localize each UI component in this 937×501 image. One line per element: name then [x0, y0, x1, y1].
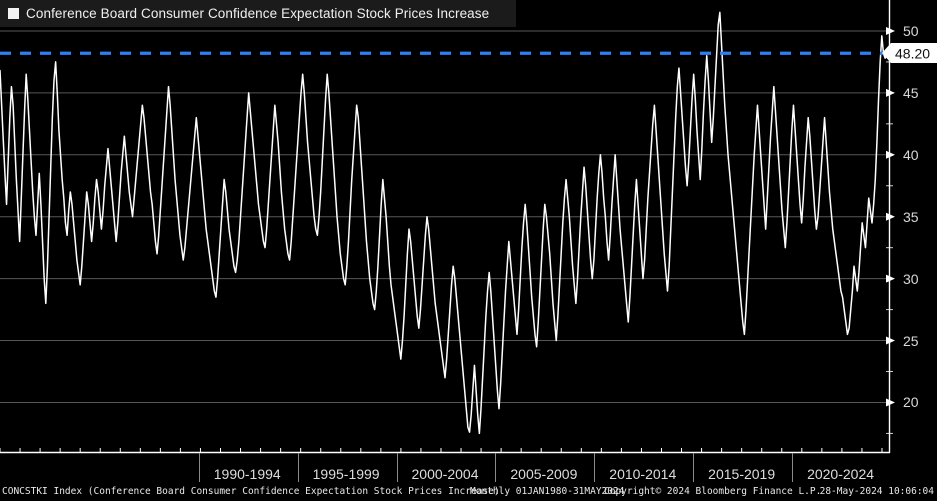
footer-ticker-description: CONCSTKI Index (Conference Board Consume… [2, 486, 500, 497]
last-value-text: 48.20 [895, 45, 931, 62]
plot-area[interactable]: 50 45 40 35 30 25 20 [0, 0, 937, 465]
x-axis-divider [791, 453, 793, 482]
chart-legend[interactable]: Conference Board Consumer Confidence Exp… [0, 0, 516, 27]
last-value-callout[interactable]: 48.20 [882, 43, 937, 64]
y-axis-tick-label-25: 25 [903, 332, 919, 349]
y-axis-tick-label-20: 20 [903, 394, 919, 411]
footer-frequency-range: Monthly 01JAN1980-31MAY2024 [470, 486, 625, 497]
y-axis-tick-label-35: 35 [903, 208, 919, 225]
x-axis-tick-label-1990-1994: 1990-1994 [213, 466, 281, 482]
status-footer: CONCSTKI Index (Conference Board Consume… [0, 484, 937, 501]
y-axis-tick-arrow [886, 150, 895, 159]
x-axis-tick-label-2010-2014: 2010-2014 [609, 466, 677, 482]
x-axis-tick-label-1995-1999: 1995-1999 [312, 466, 380, 482]
y-axis-tick-label-45: 45 [903, 84, 919, 101]
y-axis-tick-arrow [886, 88, 895, 97]
x-axis-tick-label-2005-2009: 2005-2009 [510, 466, 578, 482]
chart-canvas [0, 0, 895, 454]
y-axis-tick-arrow [886, 398, 895, 407]
footer-timestamp: 28-May-2024 10:06:04 [819, 486, 934, 497]
legend-series-label: Conference Board Consumer Confidence Exp… [26, 6, 490, 21]
x-axis-divider [198, 453, 200, 482]
x-axis-tick-label-2015-2019: 2015-2019 [708, 466, 776, 482]
y-axis-tick-arrow [886, 336, 895, 345]
x-axis-ticks [0, 448, 883, 452]
y-axis-tick-label-30: 30 [903, 270, 919, 287]
y-axis-tick-arrow [886, 212, 895, 221]
x-axis-divider [692, 453, 694, 482]
x-axis-divider [593, 453, 595, 482]
x-axis-divider [396, 453, 398, 482]
y-axis-tick-label-40: 40 [903, 146, 919, 163]
x-axis-tick-label-2000-2004: 2000-2004 [411, 466, 479, 482]
y-axis-tick-arrow [886, 26, 895, 35]
gridlines [0, 26, 895, 407]
x-axis-label-band: 1990-1994 1995-1999 2000-2004 2005-2009 2010… [0, 452, 890, 482]
x-axis-divider [494, 453, 496, 482]
x-axis-divider [297, 453, 299, 482]
y-axis-tick-label-50: 50 [903, 22, 919, 39]
legend-color-swatch-icon [8, 8, 19, 19]
data-series-line [0, 11, 891, 435]
footer-copyright: Copyright© 2024 Bloomberg Finance L.P. [604, 486, 822, 497]
x-axis-tick-label-2020-2024: 2020-2024 [807, 466, 875, 482]
callout-flag-shape [882, 43, 937, 64]
y-axis-tick-arrow [886, 274, 895, 283]
